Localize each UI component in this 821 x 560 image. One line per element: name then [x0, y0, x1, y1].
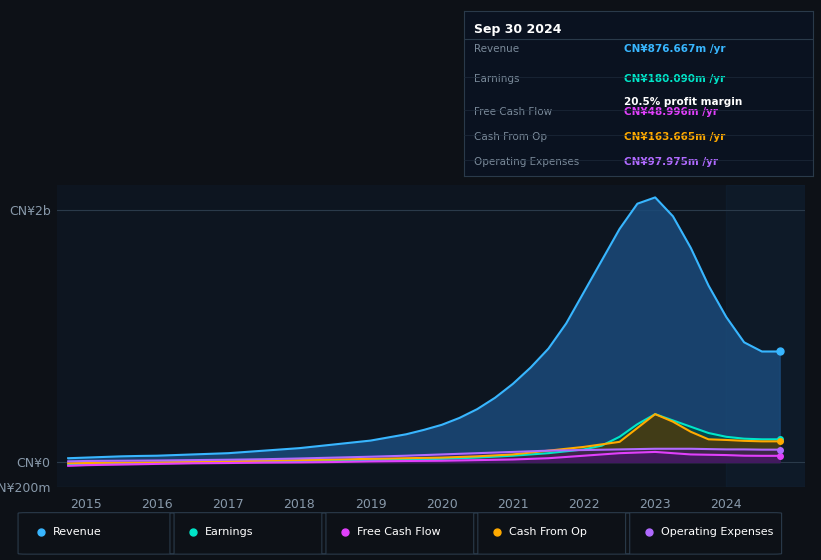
Text: Earnings: Earnings [475, 74, 520, 84]
Text: CN¥876.667m /yr: CN¥876.667m /yr [624, 44, 726, 54]
Text: Revenue: Revenue [475, 44, 520, 54]
Text: CN¥163.665m /yr: CN¥163.665m /yr [624, 132, 726, 142]
Bar [727, 185, 805, 487]
Text: Revenue: Revenue [53, 528, 102, 538]
Text: CN¥180.090m /yr: CN¥180.090m /yr [624, 74, 726, 84]
Text: Earnings: Earnings [205, 528, 254, 538]
Text: 20.5% profit margin: 20.5% profit margin [624, 97, 743, 107]
Text: Operating Expenses: Operating Expenses [661, 528, 773, 538]
Text: Operating Expenses: Operating Expenses [475, 157, 580, 166]
Text: Free Cash Flow: Free Cash Flow [357, 528, 441, 538]
Text: Cash From Op: Cash From Op [509, 528, 587, 538]
Text: CN¥97.975m /yr: CN¥97.975m /yr [624, 157, 718, 166]
Text: Sep 30 2024: Sep 30 2024 [475, 23, 562, 36]
Text: Cash From Op: Cash From Op [475, 132, 548, 142]
Text: Free Cash Flow: Free Cash Flow [475, 107, 553, 117]
Text: CN¥48.996m /yr: CN¥48.996m /yr [624, 107, 718, 117]
